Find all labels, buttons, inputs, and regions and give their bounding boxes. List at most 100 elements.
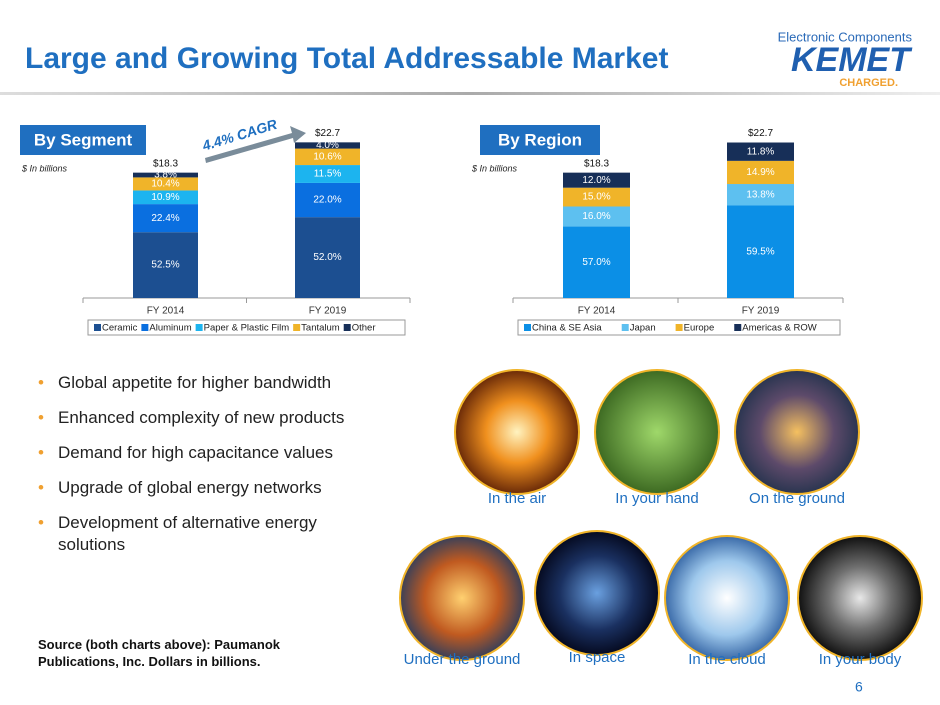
bullet: Upgrade of global energy networks — [38, 477, 358, 499]
page-number: 6 — [855, 679, 863, 695]
data-label: 57.0% — [582, 257, 610, 268]
logo-name: KEMET — [791, 41, 913, 79]
bullet: Development of alternative energy soluti… — [38, 512, 358, 556]
image-caption: In your body — [819, 651, 902, 668]
data-label: 52.5% — [151, 260, 179, 271]
photo-circle — [664, 535, 790, 661]
bullet: Demand for high capacitance values — [38, 442, 358, 464]
bar-segment — [295, 165, 360, 183]
slide-title: Large and Growing Total Addressable Mark… — [25, 42, 668, 75]
photo-circle — [454, 369, 580, 495]
legend-label: Paper & Plastic Film — [204, 323, 290, 334]
data-label: 22.4% — [151, 213, 179, 224]
bar-segment — [727, 142, 794, 161]
x-tick-label: FY 2014 — [578, 306, 616, 317]
legend-swatch — [195, 324, 203, 331]
image-caption: In the cloud — [688, 651, 766, 668]
bar-segment — [563, 187, 630, 207]
legend-swatch — [343, 324, 351, 331]
data-label: 11.8% — [747, 146, 775, 157]
total-label: $22.7 — [315, 128, 340, 139]
image-caption: Under the ground — [404, 651, 521, 668]
bar-segment — [133, 177, 198, 191]
total-label: $18.3 — [584, 158, 609, 169]
legend-swatch — [524, 324, 531, 331]
legend-label: Europe — [684, 323, 715, 334]
bar-segment — [133, 172, 198, 178]
chart-title: By Segment — [34, 130, 133, 149]
unit-label: $ In billions — [21, 163, 68, 173]
legend-swatch — [675, 324, 683, 331]
bar-segment — [727, 184, 794, 206]
data-label: 13.8% — [746, 189, 774, 200]
data-label: 10.6% — [313, 151, 341, 162]
image-caption: On the ground — [749, 490, 845, 507]
data-label: 10.4% — [151, 179, 179, 190]
image-caption: In your hand — [615, 490, 698, 507]
legend-swatch — [621, 324, 629, 331]
legend-box — [87, 319, 406, 336]
bar-segment — [563, 226, 630, 298]
bar-segment — [133, 204, 198, 233]
legend-swatch — [94, 324, 101, 331]
x-tick-label: FY 2019 — [309, 306, 347, 317]
legend-label: Americas & ROW — [742, 323, 816, 334]
image-caption: In space — [569, 649, 626, 666]
legend: Ceramic Aluminum Paper & Plastic Film Tanta… — [94, 323, 375, 334]
chart-title: By Region — [498, 130, 582, 149]
x-tick-label: FY 2014 — [147, 306, 185, 317]
logo-tagline: Electronic Components — [778, 29, 913, 44]
data-label: 10.9% — [151, 192, 179, 203]
total-label: $22.7 — [748, 128, 773, 139]
data-label: 3.8% — [154, 170, 177, 181]
legend-swatch — [293, 324, 301, 331]
legend-label: Other — [352, 323, 376, 334]
bar-segment — [295, 182, 360, 218]
data-label: 12.0% — [582, 175, 610, 186]
bar-segment — [563, 172, 630, 188]
photo-circle — [594, 369, 720, 495]
photo-circle — [797, 535, 923, 661]
unit-label: $ In billions — [471, 163, 518, 173]
data-label: 59.5% — [746, 246, 774, 257]
legend: China & SE Asia Japan Europe Americas & ROW — [524, 323, 817, 334]
data-label: 22.0% — [313, 195, 341, 206]
legend-label: Aluminum — [149, 323, 191, 334]
total-label: $18.3 — [153, 158, 178, 169]
bullet-list: Global appetite for higher bandwidth Enha… — [38, 372, 358, 569]
bullet: Global appetite for higher bandwidth — [38, 372, 358, 394]
image-caption: In the air — [488, 490, 546, 507]
bar-segment — [295, 148, 360, 166]
data-label: 15.0% — [582, 192, 610, 203]
photo-circle — [534, 530, 660, 656]
legend-label: Ceramic — [102, 323, 138, 334]
photo-circle — [399, 535, 525, 661]
bar-segment — [133, 232, 198, 298]
header-rule — [0, 92, 940, 95]
bar-segment — [295, 217, 360, 298]
legend-label: Tantalum — [301, 323, 340, 334]
x-tick-label: FY 2019 — [742, 306, 780, 317]
data-label: 11.5% — [314, 169, 342, 180]
legend-swatch — [734, 324, 742, 331]
chart-header-box — [480, 125, 600, 155]
data-label: 52.0% — [313, 252, 341, 263]
chart-header-box — [20, 125, 146, 155]
legend-label: Japan — [630, 323, 656, 334]
bullet: Enhanced complexity of new products — [38, 407, 358, 429]
legend-swatch — [141, 324, 149, 331]
bar-segment — [727, 160, 794, 185]
photo-circle — [734, 369, 860, 495]
data-label: 16.0% — [582, 211, 610, 222]
source-note: Source (both charts above): Paumanok Pub… — [38, 637, 280, 669]
data-label: 4.0% — [316, 140, 339, 151]
legend-label: China & SE Asia — [532, 323, 602, 334]
bar-segment — [133, 190, 198, 205]
data-label: 14.9% — [746, 167, 774, 178]
bar-segment — [727, 205, 794, 298]
bar-segment — [563, 206, 630, 227]
cagr-arrow — [205, 126, 306, 163]
bar-segment — [295, 142, 360, 149]
